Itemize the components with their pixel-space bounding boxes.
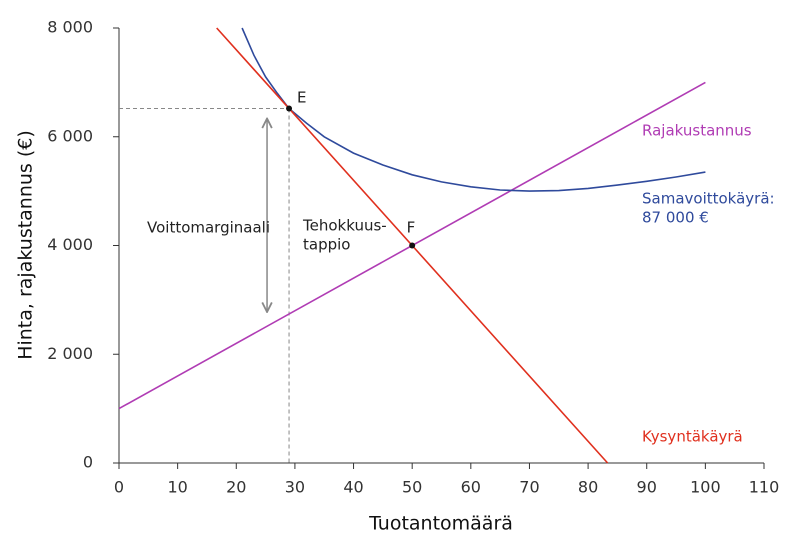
x-tick-label: 100 xyxy=(690,478,721,497)
x-tick-label: 20 xyxy=(226,478,246,497)
x-tick-label: 10 xyxy=(167,478,187,497)
legend-label: 87 000 € xyxy=(642,209,709,227)
x-tick-label: 110 xyxy=(749,478,780,497)
x-tick-label: 0 xyxy=(114,478,124,497)
point-label: E xyxy=(297,89,306,107)
legend-label: Kysyntäkäyrä xyxy=(642,428,743,446)
x-tick-label: 50 xyxy=(402,478,422,497)
curve xyxy=(241,27,706,192)
annotation: Voittomarginaali xyxy=(147,219,270,237)
annotation: tappio xyxy=(303,236,350,254)
x-tick-label: 70 xyxy=(519,478,539,497)
point-label: F xyxy=(407,219,416,237)
x-tick-label: 80 xyxy=(578,478,598,497)
y-tick-label: 4 000 xyxy=(47,235,93,254)
y-tick-label: 2 000 xyxy=(47,344,93,363)
y-tick-label: 6 000 xyxy=(47,126,93,145)
y-tick-label: 8 000 xyxy=(47,18,93,37)
annotation: Tehokkuus- xyxy=(302,217,387,235)
point xyxy=(409,242,416,249)
x-tick-label: 40 xyxy=(343,478,363,497)
legend-label: Rajakustannus xyxy=(642,122,752,140)
legend-label: Samavoittokäyrä: xyxy=(642,190,775,208)
x-axis-title: Tuotantomäärä xyxy=(368,513,513,535)
x-tick-label: 30 xyxy=(285,478,305,497)
y-tick-label: 0 xyxy=(83,453,93,472)
x-tick-label: 60 xyxy=(461,478,481,497)
point xyxy=(286,105,293,112)
x-tick-label: 90 xyxy=(637,478,657,497)
y-axis-title: Hinta, rajakustannus (€) xyxy=(15,130,37,360)
